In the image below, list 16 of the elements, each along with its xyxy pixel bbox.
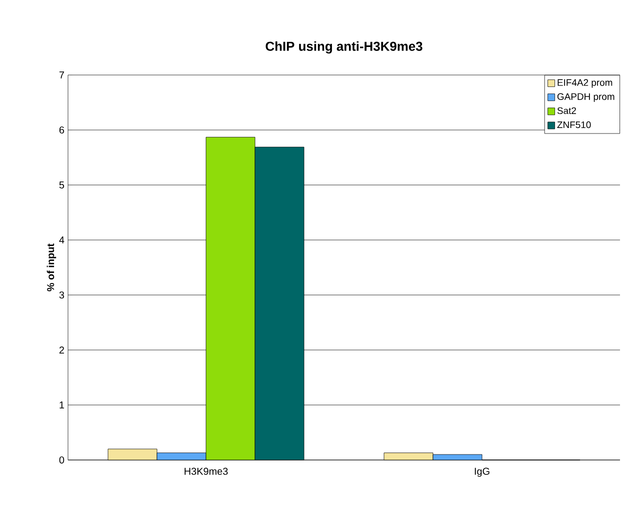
legend-label: Sat2 [557,107,576,114]
y-tick-label: 3 [59,291,64,299]
legend-label: EIF4A2 prom [558,79,612,88]
y-tick-label: 4 [59,236,64,244]
y-tick-label: 1 [60,402,64,408]
chart-title: ChIP using anti-H3K9me3 [266,41,422,54]
y-axis-title: % of input [46,244,56,292]
y-tick-label: 2 [59,346,64,354]
y-tick-label: 5 [59,182,64,188]
x-tick-label: IgG [474,468,490,477]
y-tick-label: 6 [59,126,64,134]
legend-label: ZNF510 [557,121,591,128]
y-tick-label: 7 [59,72,64,78]
legend-label: GAPDH prom [557,93,614,102]
y-tick-label: 0 [59,456,64,464]
x-tick-label: H3K9me3 [184,468,228,475]
